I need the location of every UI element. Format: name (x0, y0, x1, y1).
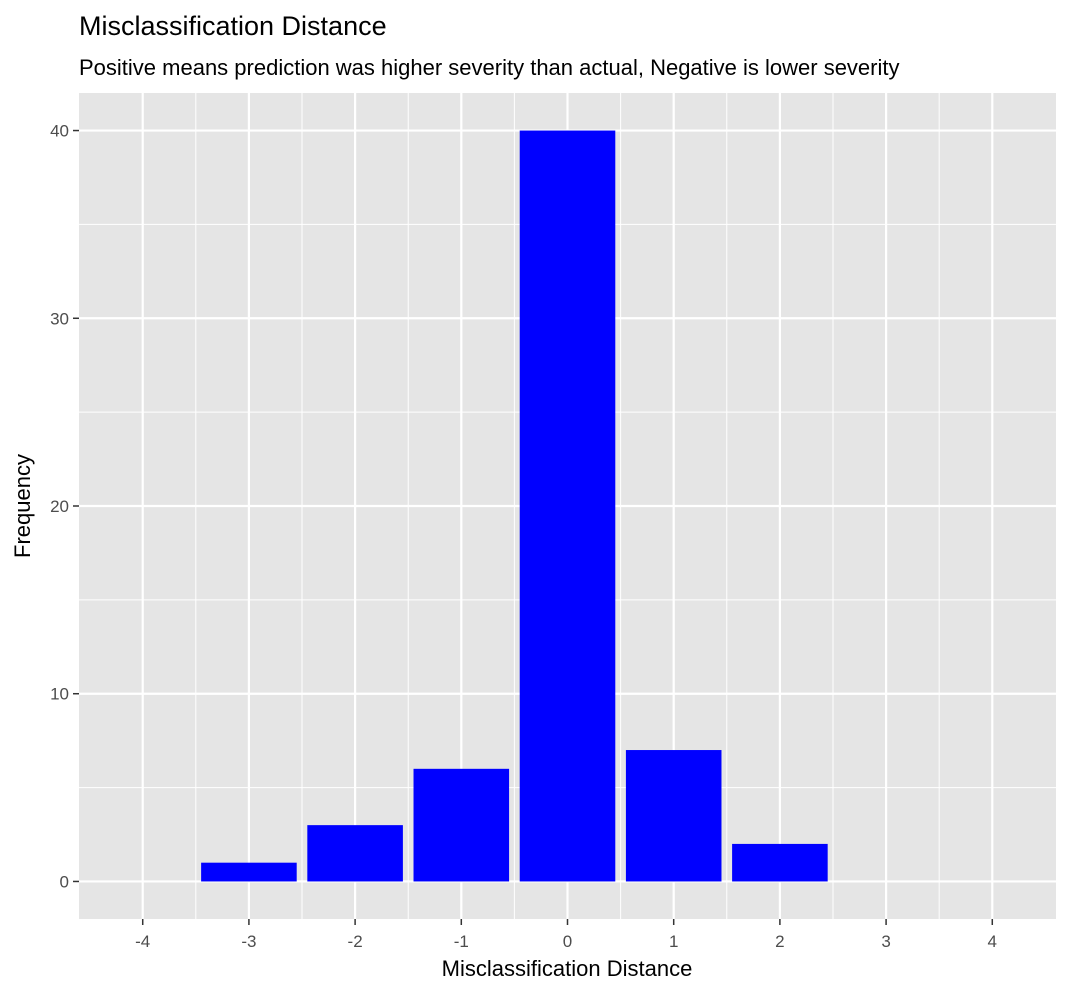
x-tick-label: 2 (775, 932, 784, 951)
chart-subtitle: Positive means prediction was higher sev… (79, 55, 900, 80)
bars-group (201, 130, 828, 882)
bar-0 (519, 130, 616, 882)
x-tick-label: 1 (669, 932, 678, 951)
x-tick-label: 3 (881, 932, 890, 951)
x-tick-label: 4 (988, 932, 997, 951)
y-axis-title: Frequency (10, 454, 35, 558)
y-tick-label: 20 (50, 497, 69, 516)
x-tick-label: -3 (241, 932, 256, 951)
x-tick-label: -1 (454, 932, 469, 951)
y-tick-label: 30 (50, 309, 69, 328)
x-axis-title: Misclassification Distance (442, 956, 693, 981)
y-axis: 0 10 20 30 40 (50, 122, 79, 891)
bar--3 (201, 862, 297, 882)
bar-2 (732, 843, 828, 882)
bar-1 (625, 750, 722, 882)
x-tick-label: -4 (135, 932, 150, 951)
y-tick-label: 40 (50, 122, 69, 141)
chart-title: Misclassification Distance (79, 11, 387, 41)
x-tick-label: 0 (563, 932, 572, 951)
bar--1 (413, 768, 510, 882)
y-tick-label: 0 (60, 872, 69, 891)
x-tick-label: -2 (348, 932, 363, 951)
x-axis: -4 -3 -2 -1 0 1 2 3 4 (135, 919, 997, 951)
y-tick-label: 10 (50, 685, 69, 704)
bar--2 (307, 825, 403, 882)
